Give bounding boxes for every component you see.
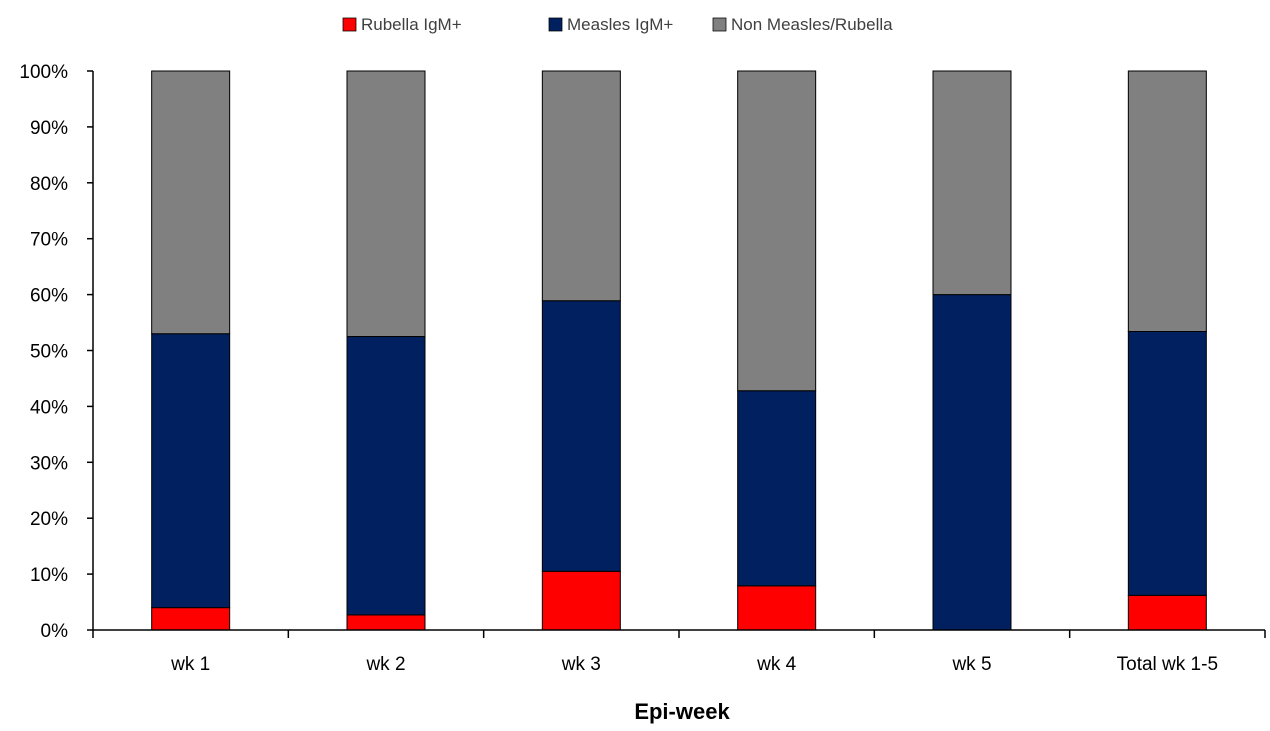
bar-segment-measles-igm--total-wk-1-5 bbox=[1127, 330, 1207, 596]
y-tick-label: 70% bbox=[30, 230, 68, 251]
bar-segment-measles-igm--wk-2 bbox=[346, 336, 426, 616]
axes-layer: 0% 10% 20% 30% 40% 50% 60% 70% 80% 90% 100% wk 1 wk … bbox=[19, 62, 1266, 675]
legend-label-non-measles-rubella: Non Measles/Rubella bbox=[731, 15, 893, 34]
bar-segment-measles-igm--wk-3 bbox=[541, 300, 621, 572]
legend-swatch-non-measles-rubella bbox=[712, 17, 727, 32]
x-tick-label: wk 3 bbox=[561, 654, 601, 675]
y-tick-label: 40% bbox=[30, 397, 68, 418]
y-tick-label: 100% bbox=[19, 62, 68, 83]
bar-segment-rubella-igm--wk-3 bbox=[541, 570, 621, 631]
bar-segment-rubella-igm--wk-4 bbox=[737, 585, 817, 631]
bar-segment-non-measles-rubella-wk-1 bbox=[151, 70, 231, 335]
bar-segment-rubella-igm--total-wk-1-5 bbox=[1127, 594, 1207, 631]
y-tick-label: 30% bbox=[30, 453, 68, 474]
bar-segment-rubella-igm--wk-1 bbox=[151, 607, 231, 631]
bar-segment-measles-igm--wk-1 bbox=[151, 333, 231, 609]
y-tick-label: 0% bbox=[41, 621, 69, 642]
legend-label-rubella-igm-: Rubella IgM+ bbox=[361, 15, 462, 34]
x-tick-label: wk 4 bbox=[756, 654, 797, 675]
bar-segment-rubella-igm--wk-2 bbox=[346, 614, 426, 631]
bar-segment-non-measles-rubella-wk-3 bbox=[541, 70, 621, 302]
legend: Rubella IgM+ Measles IgM+ Non Measles/Rube… bbox=[342, 15, 893, 34]
y-tick-label: 80% bbox=[30, 174, 68, 195]
bars-layer bbox=[151, 70, 1207, 631]
x-tick-label: wk 5 bbox=[951, 654, 991, 675]
y-tick-label: 60% bbox=[30, 286, 68, 307]
y-tick-label: 50% bbox=[30, 342, 68, 363]
legend-swatch-rubella-igm- bbox=[342, 17, 357, 32]
bar-segment-non-measles-rubella-total-wk-1-5 bbox=[1127, 70, 1207, 332]
y-tick-label: 10% bbox=[30, 565, 68, 586]
x-axis-title: Epi-week bbox=[634, 699, 730, 724]
legend-swatch-measles-igm- bbox=[548, 17, 563, 32]
legend-label-measles-igm-: Measles IgM+ bbox=[567, 15, 673, 34]
y-tick-label: 20% bbox=[30, 509, 68, 530]
y-tick-label: 90% bbox=[30, 118, 68, 139]
bar-segment-non-measles-rubella-wk-5 bbox=[932, 70, 1012, 296]
x-tick-label: Total wk 1-5 bbox=[1117, 654, 1218, 675]
x-tick-label: wk 1 bbox=[170, 654, 210, 675]
bar-segment-non-measles-rubella-wk-2 bbox=[346, 70, 426, 338]
bar-segment-measles-igm--wk-5 bbox=[932, 294, 1012, 631]
x-tick-label: wk 2 bbox=[365, 654, 405, 675]
bar-segment-non-measles-rubella-wk-4 bbox=[737, 70, 817, 392]
bar-segment-measles-igm--wk-4 bbox=[737, 390, 817, 587]
